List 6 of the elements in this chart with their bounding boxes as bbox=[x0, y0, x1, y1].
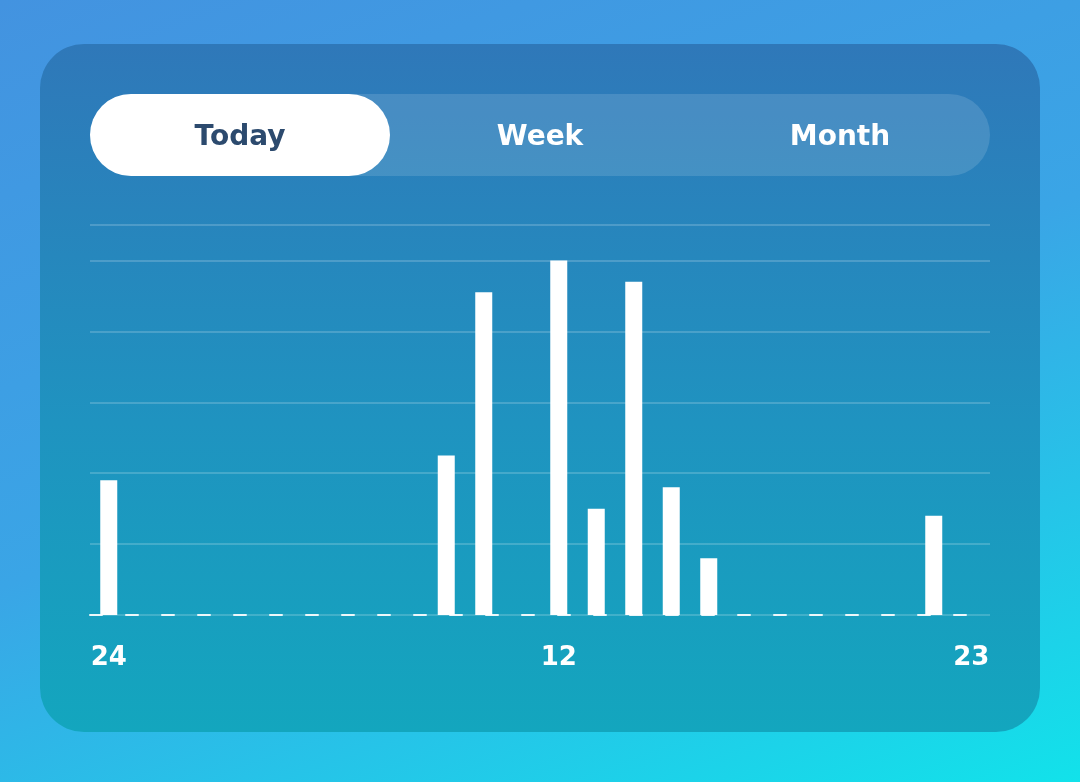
x-tick-label: 24 bbox=[90, 641, 127, 671]
text: Week bbox=[495, 117, 585, 154]
text: Month bbox=[788, 117, 892, 154]
x-tick-label: 12 bbox=[540, 641, 577, 671]
x-tick-label: 23 bbox=[953, 641, 990, 671]
text: Today bbox=[90, 94, 390, 176]
